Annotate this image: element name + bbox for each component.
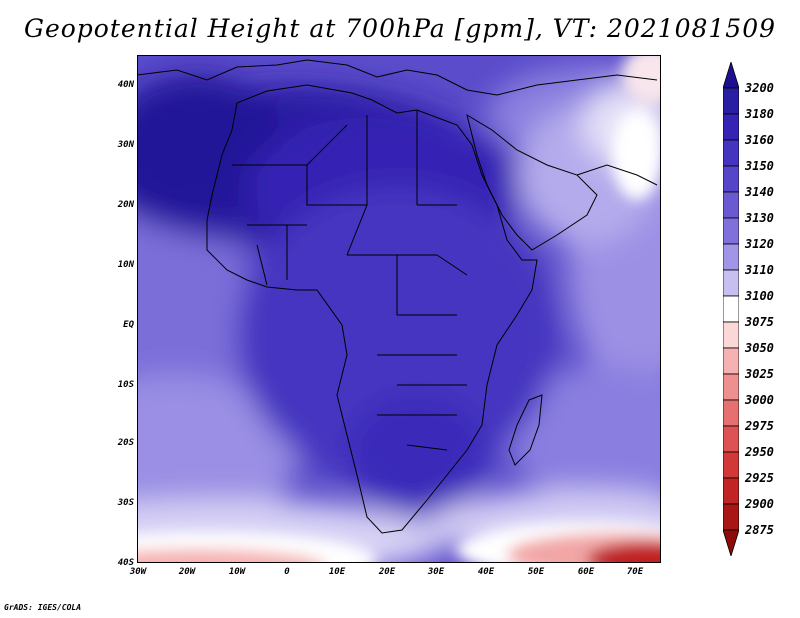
height-field-low bbox=[137, 55, 661, 563]
colorbar-swatch bbox=[723, 373, 739, 401]
lat-label: 20N bbox=[117, 200, 134, 210]
credit-text: GrADS: IGES/COLA bbox=[4, 603, 82, 612]
lon-label: 10E bbox=[328, 567, 346, 577]
colorbar-arrow-bottom bbox=[723, 529, 739, 556]
colorbar-level-label: 3075 bbox=[745, 315, 774, 329]
lat-label: 40N bbox=[117, 80, 134, 90]
colorbar-level-label: 3000 bbox=[745, 393, 774, 407]
lat-label: 40S bbox=[117, 558, 134, 568]
map-title: Geopotential Height at 700hPa [gpm], VT:… bbox=[23, 14, 777, 43]
colorbar-level-label: 3200 bbox=[745, 81, 774, 95]
colorbar-swatch bbox=[723, 269, 739, 297]
colorbar-level-label: 2975 bbox=[745, 419, 774, 433]
colorbar-level-label: 2900 bbox=[745, 497, 774, 511]
lat-label: 10N bbox=[117, 260, 134, 270]
coastlines bbox=[137, 59, 658, 534]
colorbar-level-label: 3130 bbox=[745, 211, 774, 225]
colorbar-swatch bbox=[723, 347, 739, 375]
colorbar-level-label: 3160 bbox=[745, 133, 774, 147]
colorbar-swatch bbox=[723, 191, 739, 219]
lon-label: 60E bbox=[577, 567, 595, 577]
colorbar-level-label: 2925 bbox=[745, 471, 774, 485]
colorbar-arrow-top bbox=[723, 62, 739, 89]
lon-label: 10W bbox=[228, 567, 246, 577]
colorbar-swatch bbox=[723, 503, 739, 531]
colorbar-swatch bbox=[723, 399, 739, 427]
colorbar-swatch bbox=[723, 321, 739, 349]
colorbar-swatch bbox=[723, 425, 739, 453]
lon-label: 0 bbox=[284, 567, 290, 577]
lon-label: 20W bbox=[178, 567, 196, 577]
lon-label: 40E bbox=[477, 567, 495, 577]
colorbar-level-label: 2875 bbox=[745, 523, 774, 537]
colorbar-swatch bbox=[723, 295, 739, 323]
lon-label: 70E bbox=[626, 567, 644, 577]
lat-label: 20S bbox=[117, 438, 134, 448]
colorbar-swatch bbox=[723, 243, 739, 271]
colorbar-swatch bbox=[723, 87, 739, 115]
height-field-shading bbox=[137, 65, 661, 563]
lat-label: 30N bbox=[117, 140, 134, 150]
colorbar bbox=[723, 62, 739, 556]
colorbar-swatch bbox=[723, 113, 739, 141]
colorbar-level-label: 3050 bbox=[745, 341, 774, 355]
lon-label: 30E bbox=[427, 567, 445, 577]
colorbar-swatch bbox=[723, 477, 739, 505]
colorbar-level-label: 3180 bbox=[745, 107, 774, 121]
colorbar-level-label: 3150 bbox=[745, 159, 774, 173]
colorbar-level-label: 3110 bbox=[745, 263, 774, 277]
colorbar-level-label: 3140 bbox=[745, 185, 774, 199]
lat-label: EQ bbox=[123, 320, 134, 330]
colorbar-level-label: 3025 bbox=[745, 367, 774, 381]
colorbar-level-label: 3120 bbox=[745, 237, 774, 251]
map-canvas bbox=[137, 55, 661, 563]
lon-label: 30W bbox=[129, 567, 147, 577]
lon-label: 20E bbox=[378, 567, 396, 577]
lat-label: 30S bbox=[117, 498, 134, 508]
colorbar-swatch bbox=[723, 165, 739, 193]
lon-label: 50E bbox=[527, 567, 545, 577]
colorbar-swatch bbox=[723, 217, 739, 245]
map-area bbox=[137, 55, 661, 563]
colorbar-level-label: 2950 bbox=[745, 445, 774, 459]
colorbar-swatch bbox=[723, 451, 739, 479]
colorbar-swatch bbox=[723, 139, 739, 167]
lat-label: 10S bbox=[117, 380, 134, 390]
colorbar-level-label: 3100 bbox=[745, 289, 774, 303]
